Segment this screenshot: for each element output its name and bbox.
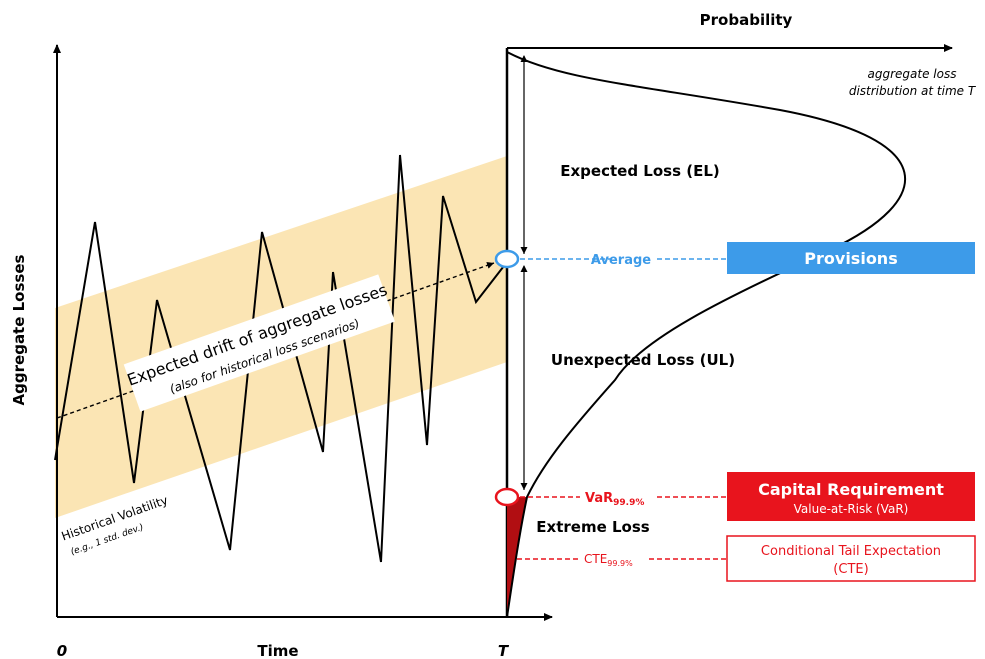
cte-label: CTE99.9% [584, 552, 633, 568]
distribution-caption-line1: aggregate loss [868, 67, 957, 81]
cte-box-line2: (CTE) [833, 562, 868, 577]
aggregate-loss-path [54, 154, 508, 563]
capital-requirement-box [727, 472, 975, 521]
extreme-loss-tail [507, 497, 527, 617]
provisions-box [727, 242, 975, 274]
drift-label-box [123, 274, 395, 412]
y-axis-label: Aggregate Losses [10, 254, 28, 405]
probability-label: Probability [700, 11, 793, 29]
average-label: Average [591, 253, 651, 268]
capital-requirement-sub: Value-at-Risk (VaR) [794, 502, 909, 516]
capital-requirement-title: Capital Requirement [758, 480, 944, 499]
average-marker [494, 249, 520, 269]
extreme-loss-label: Extreme Loss [536, 518, 649, 536]
var-marker [494, 487, 520, 507]
cte-box [726, 535, 976, 582]
provisions-label: Provisions [804, 249, 897, 268]
horizon-label: T [498, 642, 510, 659]
distribution-caption-line2: distribution at time T [849, 84, 977, 98]
cte-label-main: CTE [584, 552, 607, 566]
expected-loss-label: Expected Loss (EL) [560, 162, 720, 180]
unexpected-loss-label: Unexpected Loss (UL) [551, 351, 735, 369]
distribution-curve [506, 51, 906, 618]
origin-label: 0 [57, 642, 67, 659]
var-label: VaR99.9% [585, 491, 644, 508]
cte-label-sub: 99.9% [607, 559, 633, 568]
var-label-sub: 99.9% [613, 498, 644, 508]
var-label-main: VaR [585, 491, 613, 506]
x-axis-label: Time [257, 642, 298, 659]
cte-box-line1: Conditional Tail Expectation [761, 544, 941, 559]
